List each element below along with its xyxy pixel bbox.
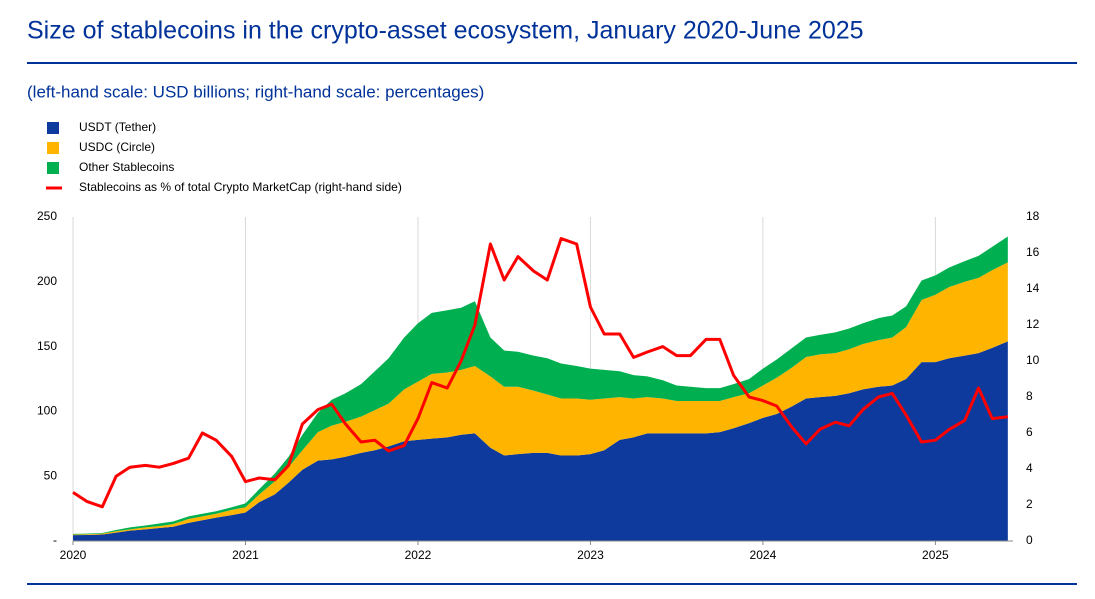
area (73, 341, 1008, 541)
y-tick-label: - (53, 533, 57, 547)
x-tick-label: 2023 (577, 548, 604, 562)
x-tick-label: 2024 (750, 548, 777, 562)
legend-label: Other Stablecoins (79, 160, 174, 174)
y2-tick-label: 0 (1026, 533, 1033, 547)
subtitle: (left-hand scale: USD billions; right-ha… (27, 82, 484, 101)
x-tick-label: 2021 (232, 548, 259, 562)
y-tick-label: 250 (37, 209, 57, 223)
y2-tick-label: 12 (1026, 317, 1040, 331)
y-tick-label: 150 (37, 339, 57, 353)
y2-tick-label: 10 (1026, 353, 1040, 367)
legend-marker (47, 122, 59, 134)
legend-marker (47, 162, 59, 174)
y2-tick-label: 16 (1026, 245, 1040, 259)
y2-tick-label: 14 (1026, 281, 1040, 295)
y-tick-label: 50 (44, 468, 58, 482)
x-tick-label: 2025 (922, 548, 949, 562)
x-tick-label: 2020 (60, 548, 87, 562)
y2-tick-label: 6 (1026, 425, 1033, 439)
y-tick-label: 200 (37, 274, 57, 288)
y2-tick-label: 18 (1026, 209, 1040, 223)
legend-label: Stablecoins as % of total Crypto MarketC… (79, 180, 402, 194)
area (73, 236, 1008, 535)
y2-tick-label: 4 (1026, 461, 1033, 475)
chart-title: Size of stablecoins in the crypto-asset … (27, 17, 864, 45)
legend-label: USDT (Tether) (79, 120, 156, 134)
legend-marker (47, 142, 59, 154)
y2-tick-label: 2 (1026, 497, 1033, 511)
line (72, 237, 1009, 509)
y-tick-label: 100 (37, 404, 57, 418)
x-tick-label: 2022 (405, 548, 432, 562)
area (73, 262, 1008, 536)
y2-tick-label: 8 (1026, 389, 1033, 403)
legend-label: USDC (Circle) (79, 140, 155, 154)
